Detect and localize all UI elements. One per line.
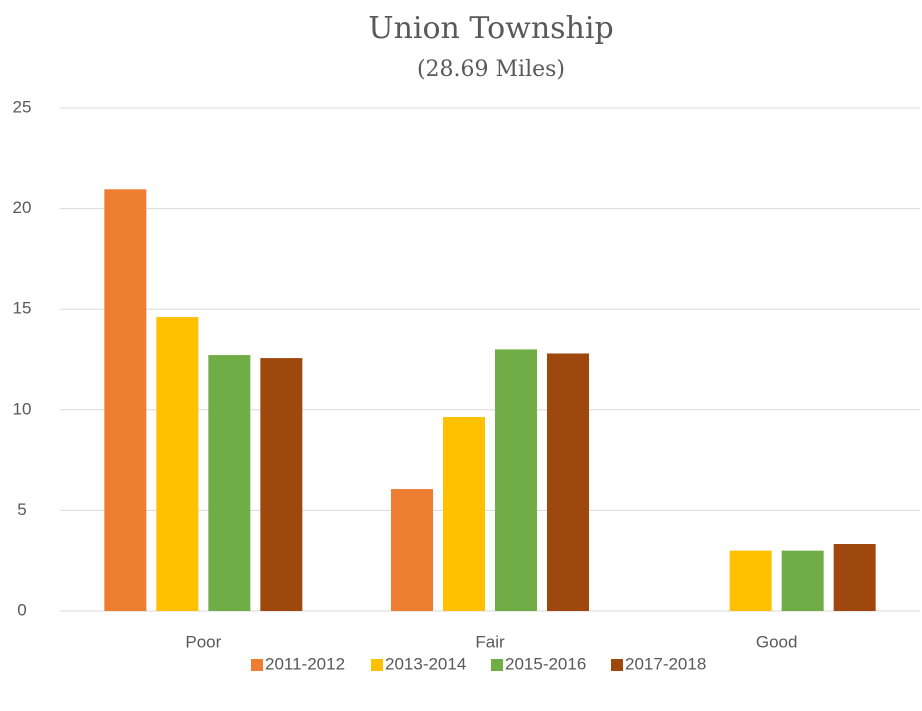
bar <box>729 550 772 611</box>
legend-swatch <box>251 659 263 671</box>
legend-label: 2017-2018 <box>625 654 706 673</box>
bar <box>781 550 824 611</box>
bar <box>104 189 147 612</box>
legend-label: 2011-2012 <box>265 654 345 673</box>
legend-swatch <box>611 659 623 671</box>
bar <box>391 489 433 611</box>
legend-label: 2015-2016 <box>505 654 586 673</box>
y-tick-label: 5 <box>17 500 26 519</box>
bar <box>495 349 537 611</box>
y-tick-label: 25 <box>13 97 32 116</box>
legend-swatch <box>491 659 503 671</box>
x-tick-label: Good <box>756 632 798 651</box>
bar <box>833 544 876 611</box>
x-tick-label: Poor <box>185 632 221 651</box>
bar <box>208 355 251 611</box>
x-tick-label: Fair <box>475 632 505 651</box>
bar <box>547 353 589 611</box>
bar <box>443 417 485 611</box>
chart-title: Union Township <box>368 11 613 46</box>
bar <box>156 317 199 611</box>
y-tick-label: 20 <box>13 198 32 217</box>
y-tick-label: 15 <box>13 299 32 318</box>
legend-label: 2013-2014 <box>385 654 466 673</box>
legend-swatch <box>371 659 383 671</box>
chart-subtitle: (28.69 Miles) <box>417 57 565 82</box>
bar <box>260 358 303 611</box>
y-tick-label: 10 <box>13 399 32 418</box>
y-tick-label: 0 <box>17 600 26 619</box>
